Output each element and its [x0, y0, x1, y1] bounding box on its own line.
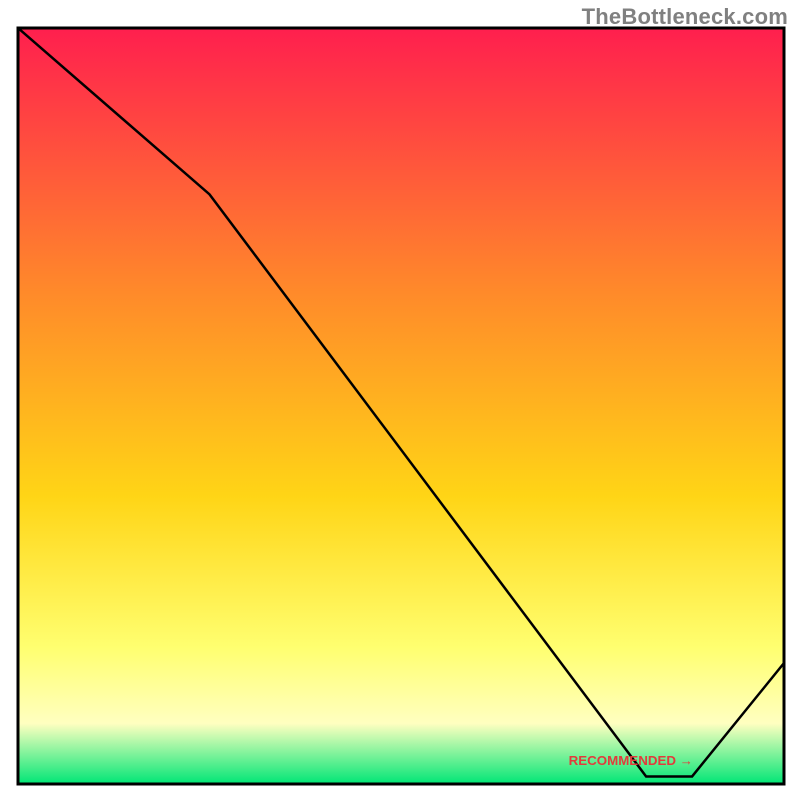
- recommended-label: RECOMMENDED →: [569, 753, 693, 768]
- chart-root: TheBottleneck.com RECOMMENDED →: [0, 0, 800, 800]
- chart-svg: RECOMMENDED →: [0, 0, 800, 800]
- gradient-background: [18, 28, 784, 784]
